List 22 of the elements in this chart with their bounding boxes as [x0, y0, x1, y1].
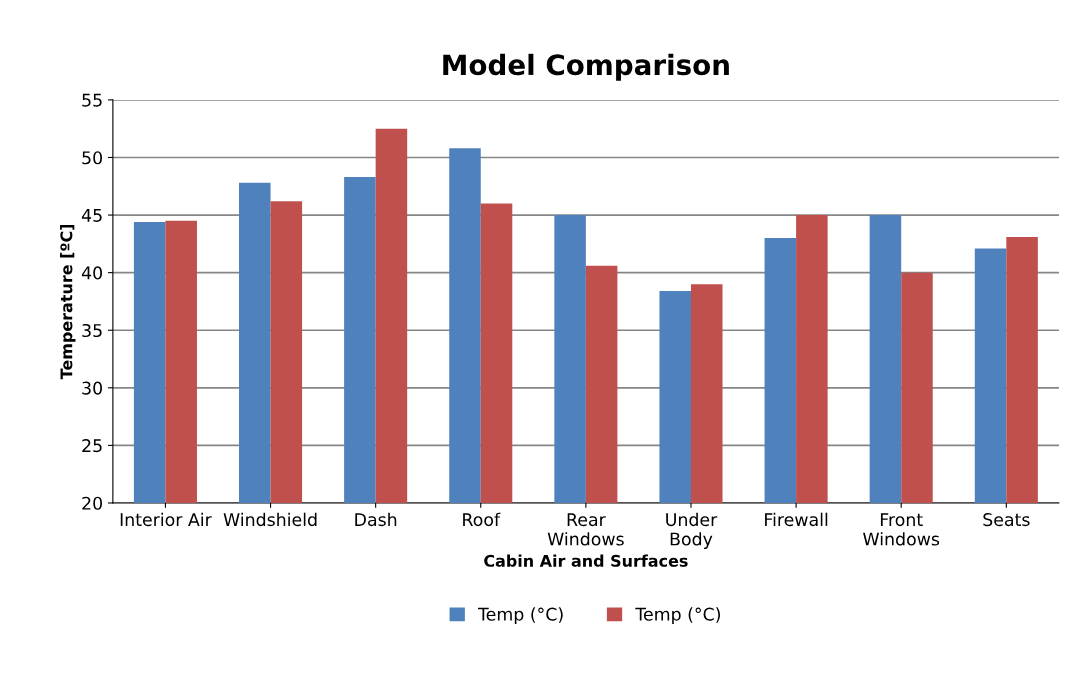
x-tick-label: Front Windows: [863, 513, 940, 546]
x-tick-label: Roof: [463, 512, 501, 527]
y-tick-label: 20: [82, 496, 102, 510]
y-axis-title: Temperature [ºC]: [60, 224, 76, 380]
y-tick-label: 35: [82, 323, 102, 338]
x-tick-label: Windshield: [223, 512, 317, 527]
y-tick-label: 25: [82, 439, 102, 453]
x-tick-label: Seats: [983, 513, 1030, 527]
x-tick-label: Interior Air: [120, 512, 212, 527]
y-tick-label: 55: [82, 93, 102, 107]
y-tick-label: 40: [81, 266, 102, 280]
y-tick-label: 30: [82, 381, 102, 395]
x-axis-title: Cabin Air and Surfaces: [484, 554, 688, 567]
legend-label: Temp (°C): [477, 607, 563, 625]
x-tick-label: Dash: [355, 512, 397, 527]
x-tick-label: Firewall: [765, 512, 828, 527]
legend-label: Temp (°C): [635, 607, 720, 625]
x-tick-label: Under Body: [666, 512, 718, 549]
y-tick-label: 50: [82, 151, 102, 165]
y-tick-label: 45: [81, 209, 102, 222]
chart-title: Model Comparison: [443, 53, 729, 81]
x-tick-label: Rear Windows: [547, 513, 624, 546]
